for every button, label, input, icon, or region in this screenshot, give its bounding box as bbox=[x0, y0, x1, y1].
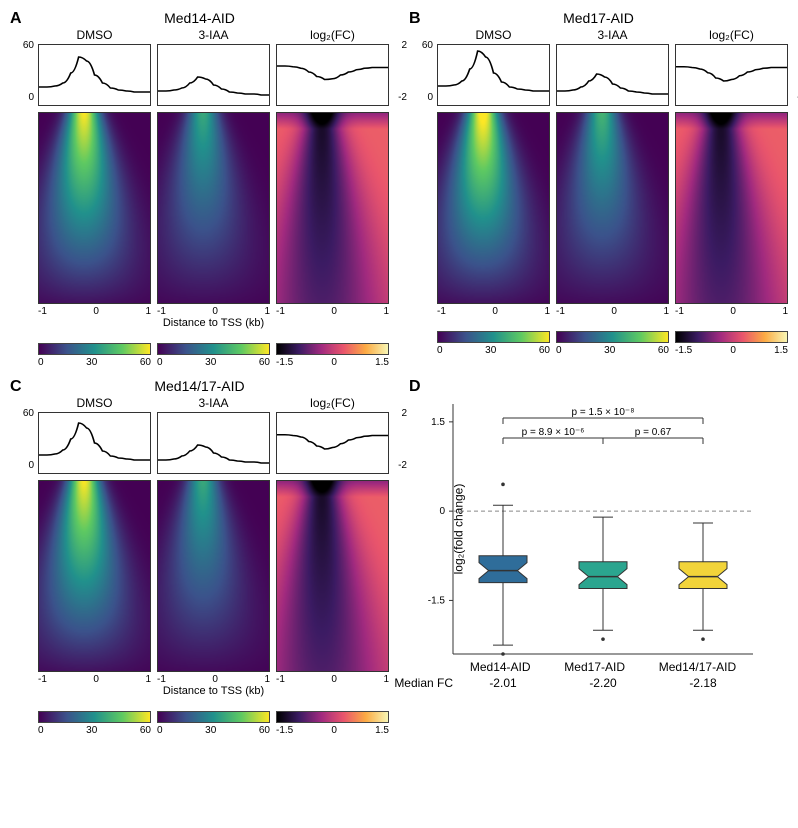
panel-title-b: Med17-AID bbox=[409, 10, 788, 26]
profile-a-3iaa bbox=[157, 44, 270, 106]
panel-label-c: C bbox=[10, 378, 22, 396]
panel-title-a: Med14-AID bbox=[10, 10, 389, 26]
heatmap-a-logfc bbox=[276, 112, 389, 304]
median-fc-row: Median FC -2.01 -2.20 -2.18 bbox=[389, 676, 753, 690]
boxplot-svg: -1.501.5p = 1.5 × 10⁻⁸p = 8.9 × 10⁻⁶p = … bbox=[453, 404, 753, 654]
panel-a-colorbars: 03060 03060 -1.501.5 bbox=[38, 343, 389, 368]
boxplot-categories: Med14-AID Med17-AID Med14/17-AID bbox=[453, 660, 753, 674]
svg-text:0: 0 bbox=[439, 506, 445, 517]
panel-b-profiles: 60 0 DMSO -101 3-IAA -101 log₂(FC) 2 -2 … bbox=[437, 28, 788, 317]
profile-a-logfc bbox=[276, 44, 389, 106]
figure: A Med14-AID 60 0 DMSO -101 3-IAA -101 Di… bbox=[10, 10, 788, 736]
svg-text:-1.5: -1.5 bbox=[428, 595, 446, 606]
profile-a-dmso bbox=[38, 44, 151, 106]
panel-label-d: D bbox=[409, 378, 421, 396]
panel-title-c: Med14/17-AID bbox=[10, 378, 389, 394]
svg-text:p = 8.9 × 10⁻⁶: p = 8.9 × 10⁻⁶ bbox=[522, 427, 585, 438]
svg-text:p = 1.5 × 10⁻⁸: p = 1.5 × 10⁻⁸ bbox=[572, 407, 635, 418]
panel-b: B Med17-AID 60 0 DMSO -101 3-IAA -101 lo… bbox=[409, 10, 788, 368]
svg-text:1.5: 1.5 bbox=[431, 417, 445, 428]
panel-label-a: A bbox=[10, 10, 22, 28]
heatmap-a-dmso bbox=[38, 112, 151, 304]
panel-a: A Med14-AID 60 0 DMSO -101 3-IAA -101 Di… bbox=[10, 10, 389, 368]
heatmap-a-3iaa bbox=[157, 112, 270, 304]
panel-a-profiles: 60 0 DMSO -101 3-IAA -101 Distance to TS… bbox=[38, 28, 389, 329]
panel-d: D log₂(fold change) -1.501.5p = 1.5 × 10… bbox=[409, 378, 788, 736]
panel-label-b: B bbox=[409, 10, 421, 28]
boxplot: log₂(fold change) -1.501.5p = 1.5 × 10⁻⁸… bbox=[453, 404, 753, 654]
svg-text:p = 0.67: p = 0.67 bbox=[635, 427, 672, 438]
panel-c: C Med14/17-AID 60 0 DMSO -101 3-IAA -101… bbox=[10, 378, 389, 736]
